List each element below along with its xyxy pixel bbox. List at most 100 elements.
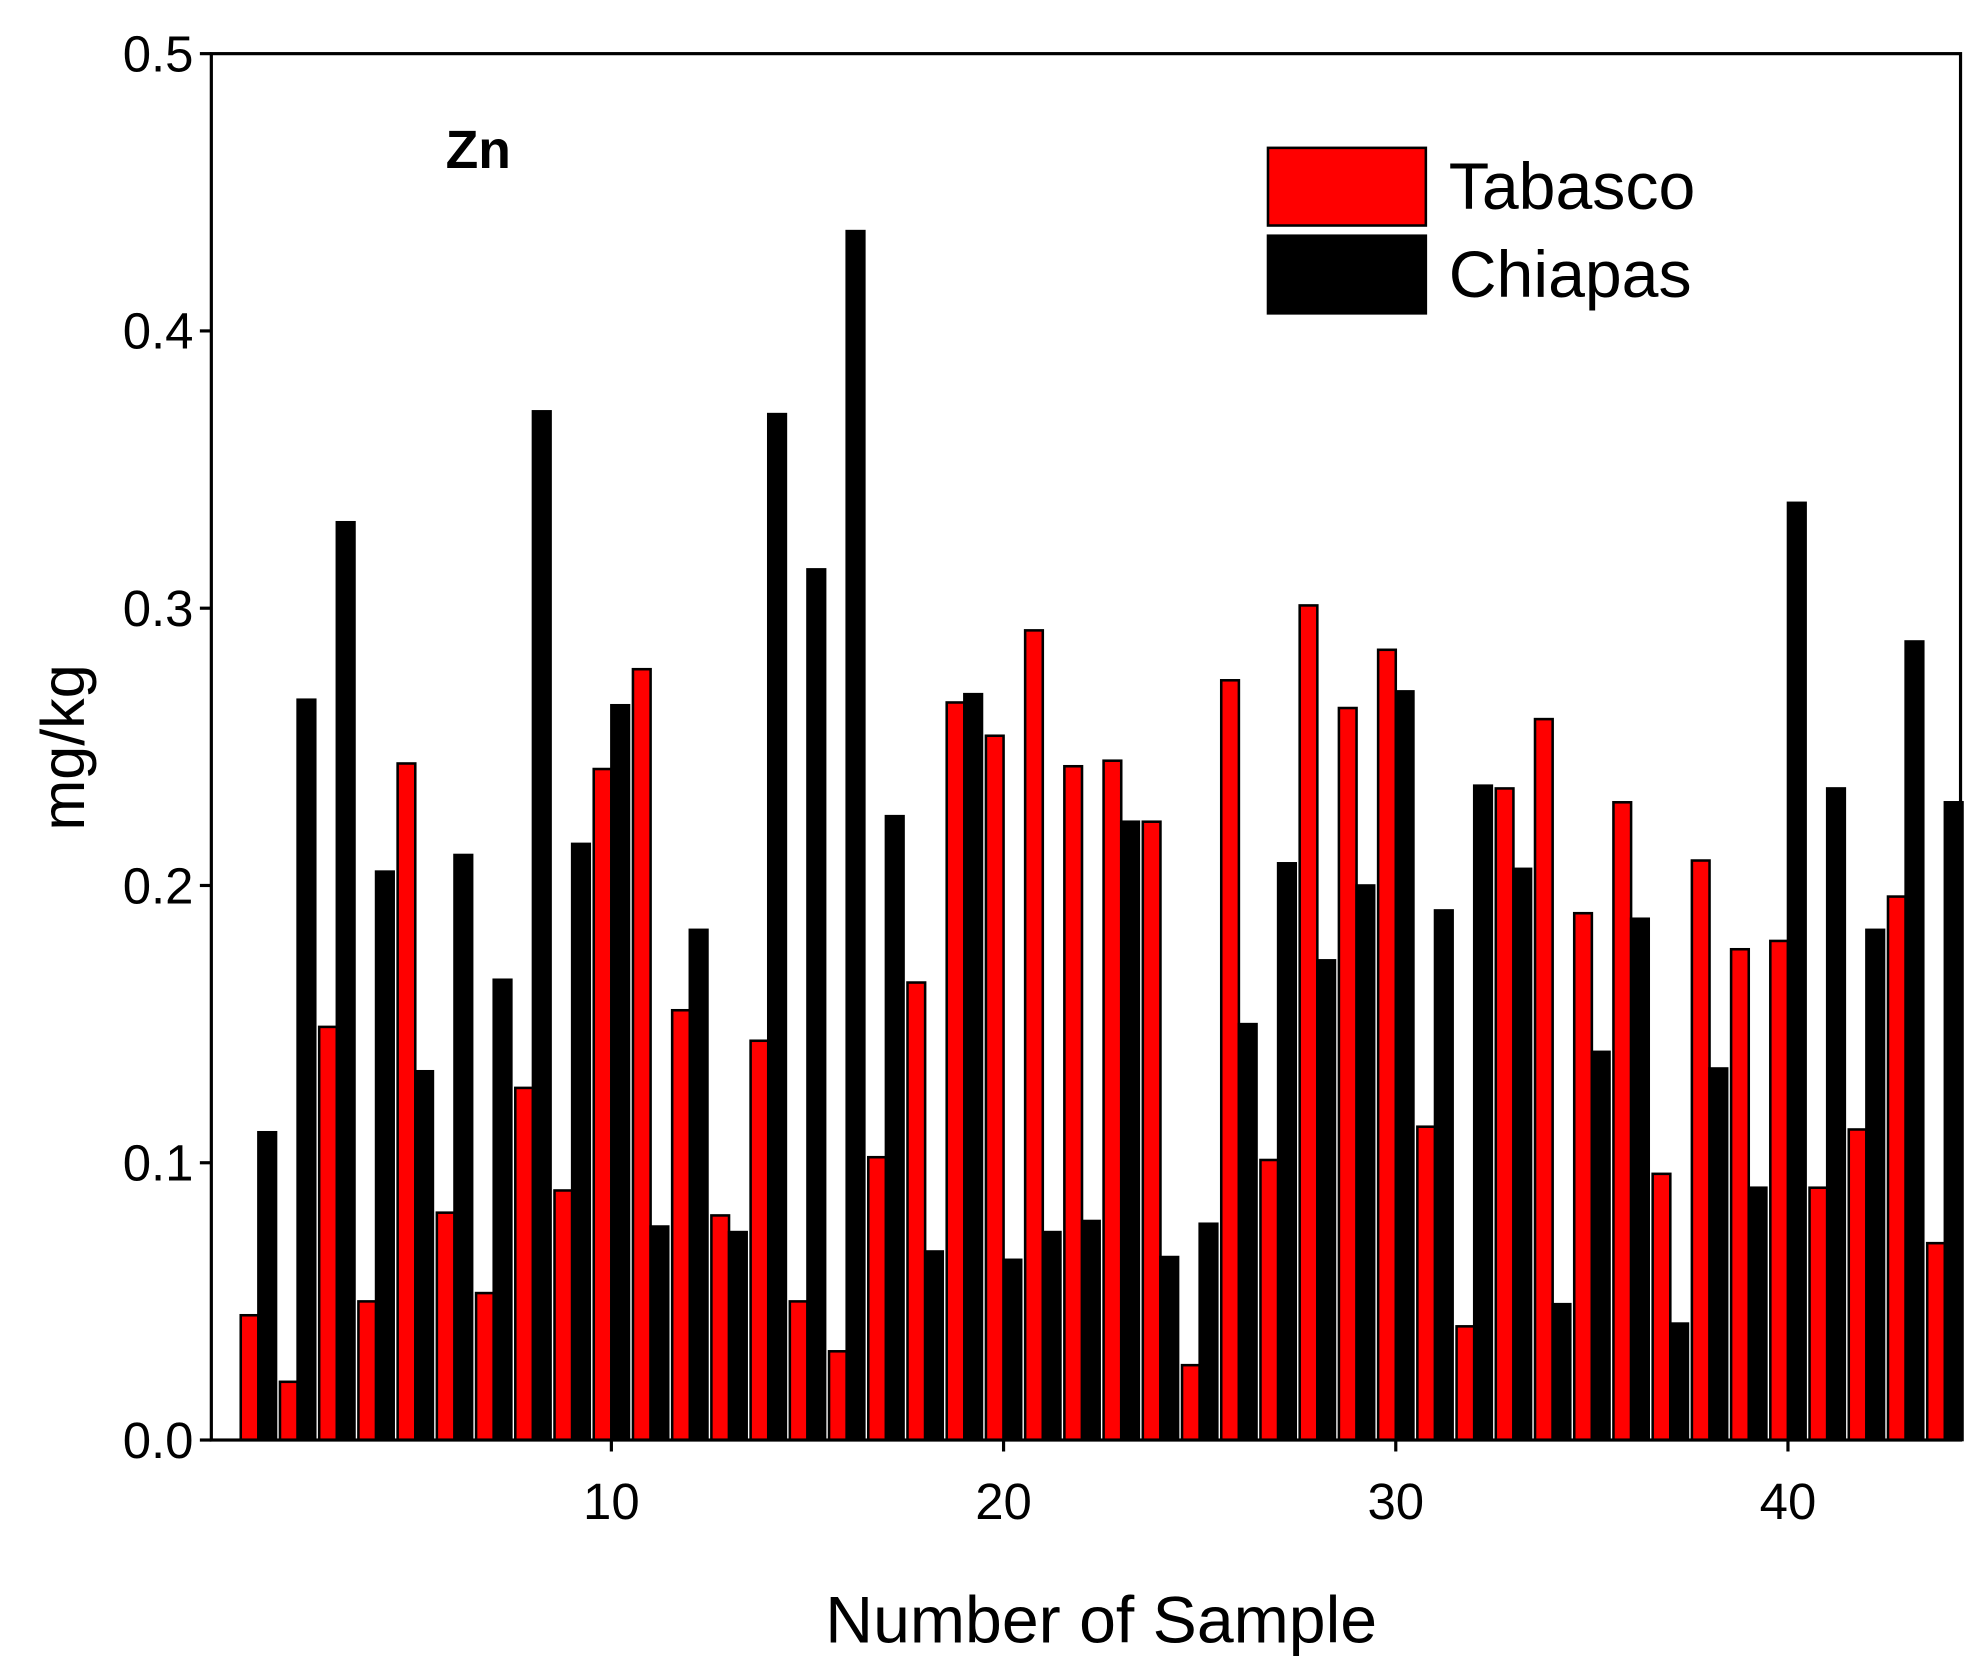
bar [649, 1225, 670, 1442]
bar [1316, 959, 1337, 1442]
bar [453, 853, 474, 1442]
bar [906, 981, 927, 1442]
x-axis-label: Number of Sample [825, 1583, 1377, 1657]
bar [1198, 1222, 1219, 1442]
bar [1376, 648, 1398, 1442]
bar [1433, 909, 1454, 1442]
bar [1904, 640, 1925, 1442]
bar [1276, 862, 1298, 1442]
bar [1237, 1022, 1258, 1442]
bar [1063, 764, 1084, 1442]
y-tick-label: 0.0 [123, 1412, 194, 1469]
bar [1551, 1302, 1572, 1442]
bar [1708, 1067, 1729, 1442]
bar [531, 410, 552, 1442]
bar [806, 568, 827, 1442]
bar [945, 701, 966, 1442]
y-tick-label: 0.4 [123, 303, 194, 360]
bar [1612, 801, 1633, 1442]
bar [1119, 820, 1141, 1442]
bar [1298, 604, 1319, 1442]
bar [1590, 1050, 1611, 1442]
bar [1416, 1125, 1437, 1442]
bar [1023, 629, 1045, 1442]
bar [827, 1350, 848, 1442]
bar [884, 814, 905, 1442]
legend-label: Tabasco [1449, 150, 1696, 224]
bar [357, 1300, 378, 1442]
y-axis-label: mg/kg [29, 664, 97, 830]
x-tick-label: 40 [1760, 1473, 1817, 1530]
bar [845, 229, 866, 1442]
bar [631, 667, 652, 1442]
bar [1159, 1255, 1180, 1442]
bar [1925, 1241, 1947, 1442]
bar [1394, 690, 1415, 1442]
bar [1690, 859, 1711, 1442]
bar [317, 1025, 339, 1442]
bar [239, 1313, 260, 1442]
bar [1180, 1363, 1201, 1442]
bar [766, 412, 788, 1442]
bar [257, 1130, 278, 1442]
bar [710, 1214, 731, 1442]
y-tick-label: 0.1 [123, 1135, 194, 1192]
bar [396, 762, 417, 1442]
bar [335, 520, 356, 1442]
bar [670, 1008, 692, 1442]
y-tick-label: 0.3 [123, 580, 194, 637]
bar [1886, 895, 1907, 1442]
bar [514, 1086, 535, 1442]
y-tick-label: 0.5 [123, 25, 194, 82]
bar [296, 698, 317, 1442]
bar [610, 703, 631, 1442]
bar [1259, 1158, 1280, 1442]
bar [492, 978, 513, 1442]
bar [1808, 1186, 1829, 1442]
bar [866, 1155, 888, 1442]
bar [1002, 1258, 1023, 1442]
bar [1494, 787, 1515, 1442]
plot-frame [209, 52, 1963, 1442]
chart-title: Zn [446, 121, 511, 180]
bar [1041, 1230, 1062, 1442]
bar [1847, 1128, 1868, 1442]
bar [1472, 784, 1494, 1442]
bar [1865, 928, 1886, 1442]
bar [1533, 717, 1554, 1442]
bar [1729, 947, 1751, 1442]
bar [984, 734, 1005, 1442]
bar [1769, 939, 1790, 1442]
bar [1651, 1172, 1672, 1442]
bar [592, 767, 613, 1442]
legend-label: Chiapas [1449, 238, 1692, 312]
legend-swatch [1266, 146, 1428, 227]
legend-swatch [1266, 234, 1428, 315]
bar [1512, 867, 1533, 1442]
bar [788, 1300, 809, 1442]
bar [1669, 1322, 1690, 1442]
bar [1455, 1325, 1476, 1442]
bar [1355, 884, 1376, 1442]
bar [1102, 759, 1123, 1442]
bar [278, 1380, 299, 1442]
bar [414, 1069, 435, 1442]
x-tick-label: 10 [583, 1473, 640, 1530]
bar [963, 692, 984, 1442]
bar [374, 870, 395, 1442]
bar [727, 1230, 748, 1442]
bar [1572, 911, 1594, 1442]
bar [1080, 1219, 1101, 1442]
bar [1747, 1186, 1768, 1442]
bar [1825, 787, 1847, 1442]
x-tick-label: 30 [1367, 1473, 1424, 1530]
bar [553, 1189, 574, 1442]
bar [688, 928, 709, 1442]
x-tick-label: 20 [975, 1473, 1032, 1530]
bar [1219, 679, 1241, 1442]
bar [749, 1039, 770, 1442]
bar [570, 842, 592, 1442]
bar [923, 1250, 945, 1442]
y-tick-label: 0.2 [123, 857, 194, 914]
